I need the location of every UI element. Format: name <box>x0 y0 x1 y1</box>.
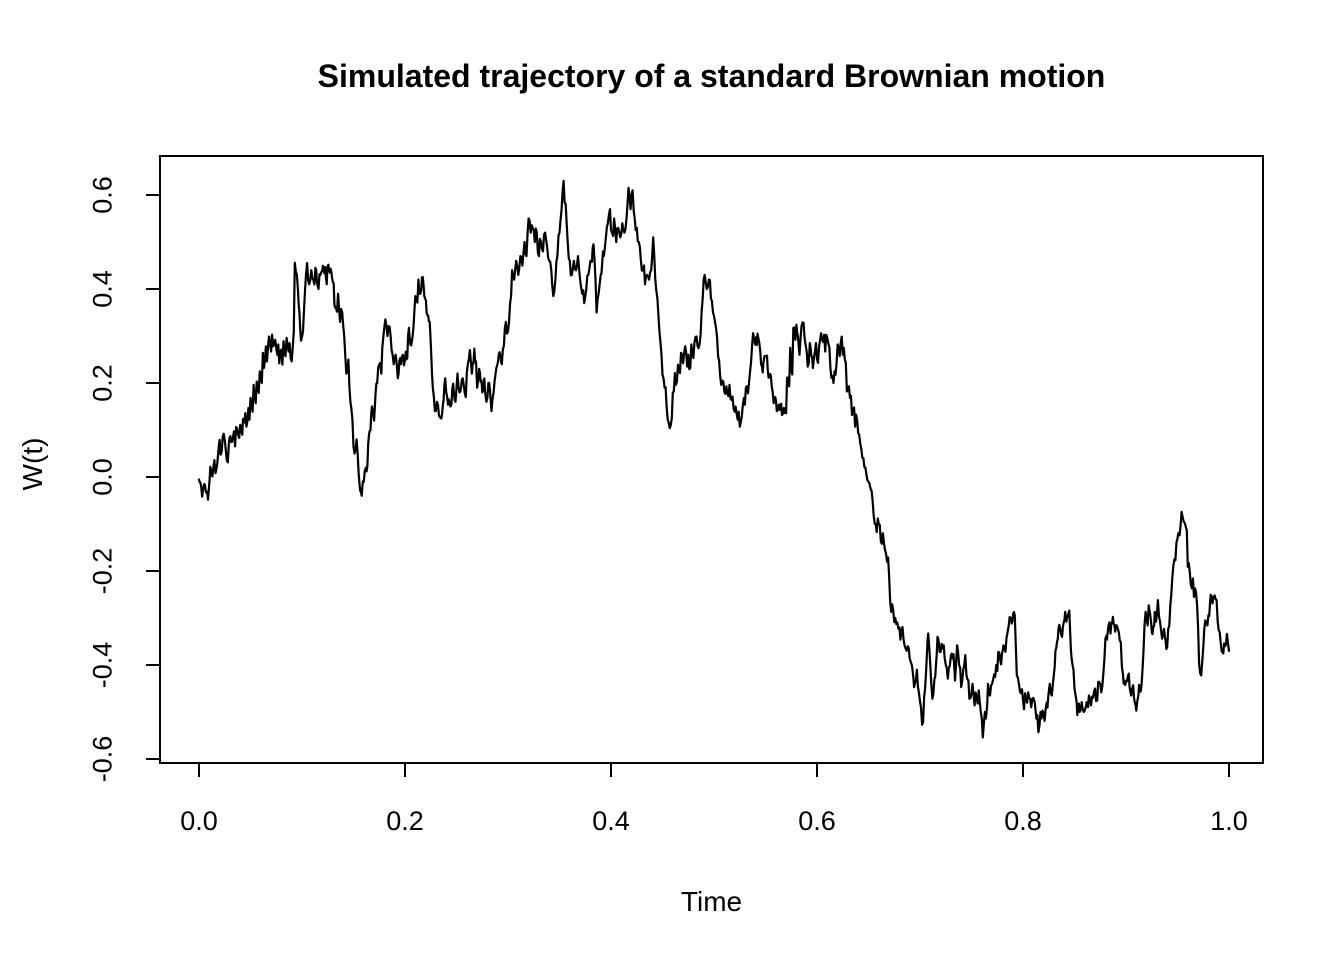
x-tick-label: 0.8 <box>1004 806 1042 836</box>
y-tick-label: 0.2 <box>87 364 118 402</box>
y-axis-label: W(t) <box>17 437 48 491</box>
y-axis-tick-marks <box>146 194 160 760</box>
y-tick-label: -0.6 <box>87 735 118 783</box>
x-tick-label: 0.4 <box>592 806 630 836</box>
y-tick-label: -0.4 <box>87 641 118 689</box>
y-tick-label: 0.4 <box>87 270 118 308</box>
y-tick-label: 0.6 <box>87 176 118 214</box>
x-tick-label: 1.0 <box>1210 806 1248 836</box>
x-axis-label: Time <box>680 886 743 917</box>
plot-box-border <box>159 155 1264 764</box>
x-tick-label: 0.0 <box>180 806 218 836</box>
y-tick-label: -0.2 <box>87 547 118 595</box>
chart-title: Simulated trajectory of a standard Brown… <box>317 58 1106 94</box>
x-axis-tick-marks <box>198 763 1230 777</box>
x-tick-label: 0.6 <box>798 806 836 836</box>
brownian-motion-line <box>197 179 1231 739</box>
x-tick-label: 0.2 <box>386 806 424 836</box>
y-tick-label: 0.0 <box>87 458 118 496</box>
